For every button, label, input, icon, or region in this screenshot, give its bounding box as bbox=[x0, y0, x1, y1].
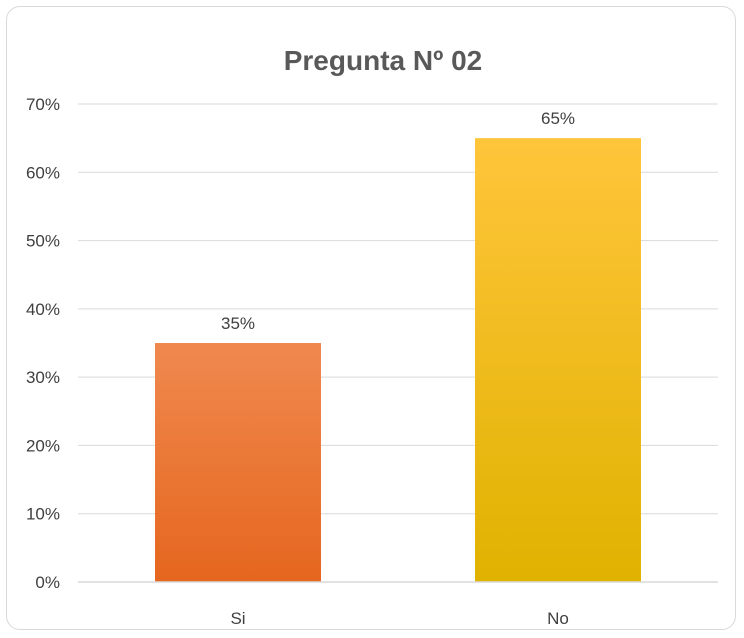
y-tick-label: 60% bbox=[26, 163, 60, 182]
value-label: 35% bbox=[221, 314, 255, 333]
bar-no bbox=[475, 138, 641, 582]
bar-si bbox=[155, 343, 321, 582]
bars bbox=[155, 138, 641, 582]
y-tick-label: 10% bbox=[26, 505, 60, 524]
value-labels: 35% 65% bbox=[221, 109, 575, 333]
y-tick-label: 30% bbox=[26, 368, 60, 387]
y-tick-label: 20% bbox=[26, 436, 60, 455]
value-label: 65% bbox=[541, 109, 575, 128]
y-tick-label: 50% bbox=[26, 232, 60, 251]
x-axis-categories: Si No bbox=[230, 609, 568, 628]
y-tick-label: 70% bbox=[26, 95, 60, 114]
y-tick-label: 0% bbox=[35, 573, 60, 592]
x-category-label: No bbox=[547, 609, 569, 628]
y-tick-label: 40% bbox=[26, 300, 60, 319]
chart-title: Pregunta Nº 02 bbox=[284, 45, 483, 76]
y-axis-ticks: 0% 10% 20% 30% 40% 50% 60% 70% bbox=[26, 95, 60, 592]
x-category-label: Si bbox=[230, 609, 245, 628]
